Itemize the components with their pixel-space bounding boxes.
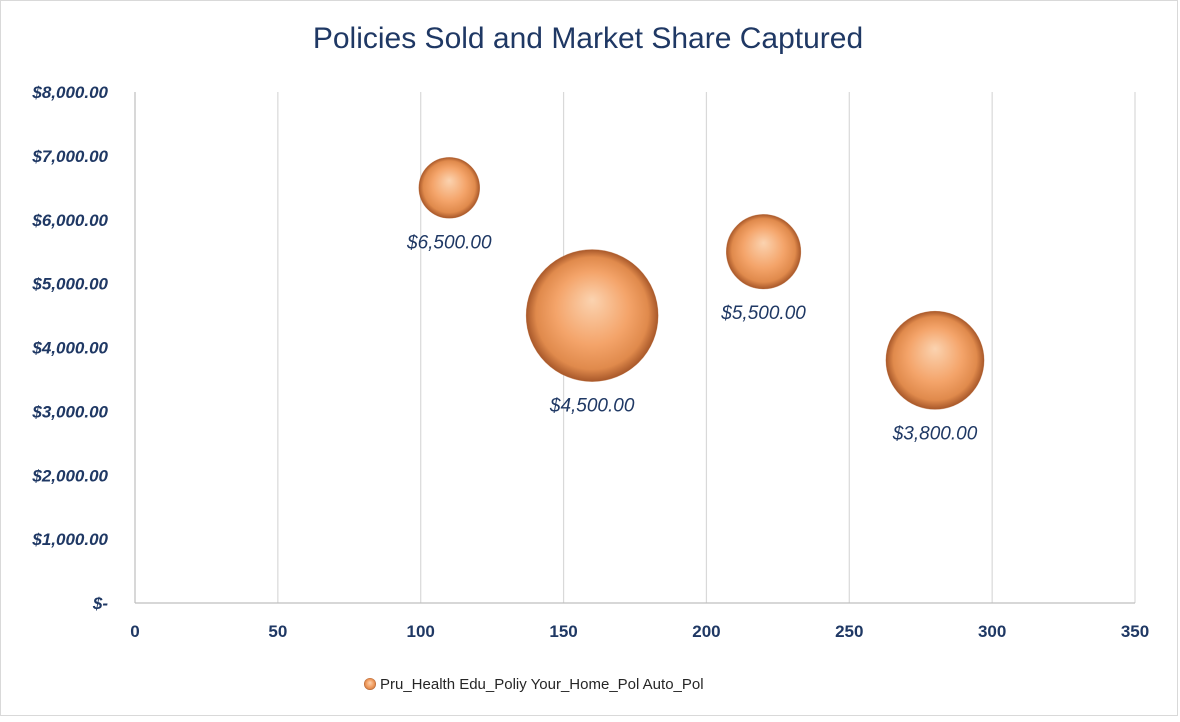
y-tick-label: $4,000.00 [31, 339, 108, 358]
y-tick-label: $5,000.00 [31, 275, 108, 294]
bubble [885, 310, 985, 410]
y-tick-label: $7,000.00 [31, 147, 108, 166]
legend-label: Pru_Health Edu_Poliy Your_Home_Pol Auto_… [380, 676, 704, 693]
y-tick-label: $- [92, 594, 108, 613]
x-tick-label: 0 [130, 622, 139, 641]
y-tick-label: $3,000.00 [31, 402, 108, 421]
x-axis: 0 50 100 150 200 250 300 350 [130, 602, 1149, 641]
x-tick-label: 300 [978, 622, 1006, 641]
data-label: $5,500.00 [720, 303, 806, 324]
legend: Pru_Health Edu_Poliy Your_Home_Pol Auto_… [364, 676, 704, 693]
y-tick-label: $2,000.00 [31, 466, 108, 485]
x-tick-label: 50 [268, 622, 287, 641]
y-tick-label: $6,000.00 [31, 211, 108, 230]
bubble [418, 157, 481, 219]
bubble-series [418, 157, 985, 410]
x-tick-label: 350 [1121, 622, 1149, 641]
bubble [525, 249, 659, 382]
data-label: $4,500.00 [549, 396, 635, 417]
data-label: $6,500.00 [406, 232, 492, 253]
x-tick-label: 100 [407, 622, 435, 641]
x-tick-label: 200 [692, 622, 720, 641]
legend-marker [364, 678, 376, 690]
data-labels: $6,500.00 $4,500.00 $5,500.00 $3,800.00 [406, 232, 978, 444]
y-tick-label: $8,000.00 [31, 83, 108, 102]
x-tick-label: 150 [549, 622, 577, 641]
chart-title: Policies Sold and Market Share Captured [313, 22, 863, 55]
x-tick-label: 250 [835, 622, 863, 641]
bubble [725, 214, 802, 290]
y-tick-label: $1,000.00 [31, 530, 108, 549]
gridlines [277, 92, 1136, 603]
y-axis: $- $1,000.00 $2,000.00 $3,000.00 $4,000.00 $5… [31, 83, 136, 613]
data-label: $3,800.00 [892, 423, 978, 444]
